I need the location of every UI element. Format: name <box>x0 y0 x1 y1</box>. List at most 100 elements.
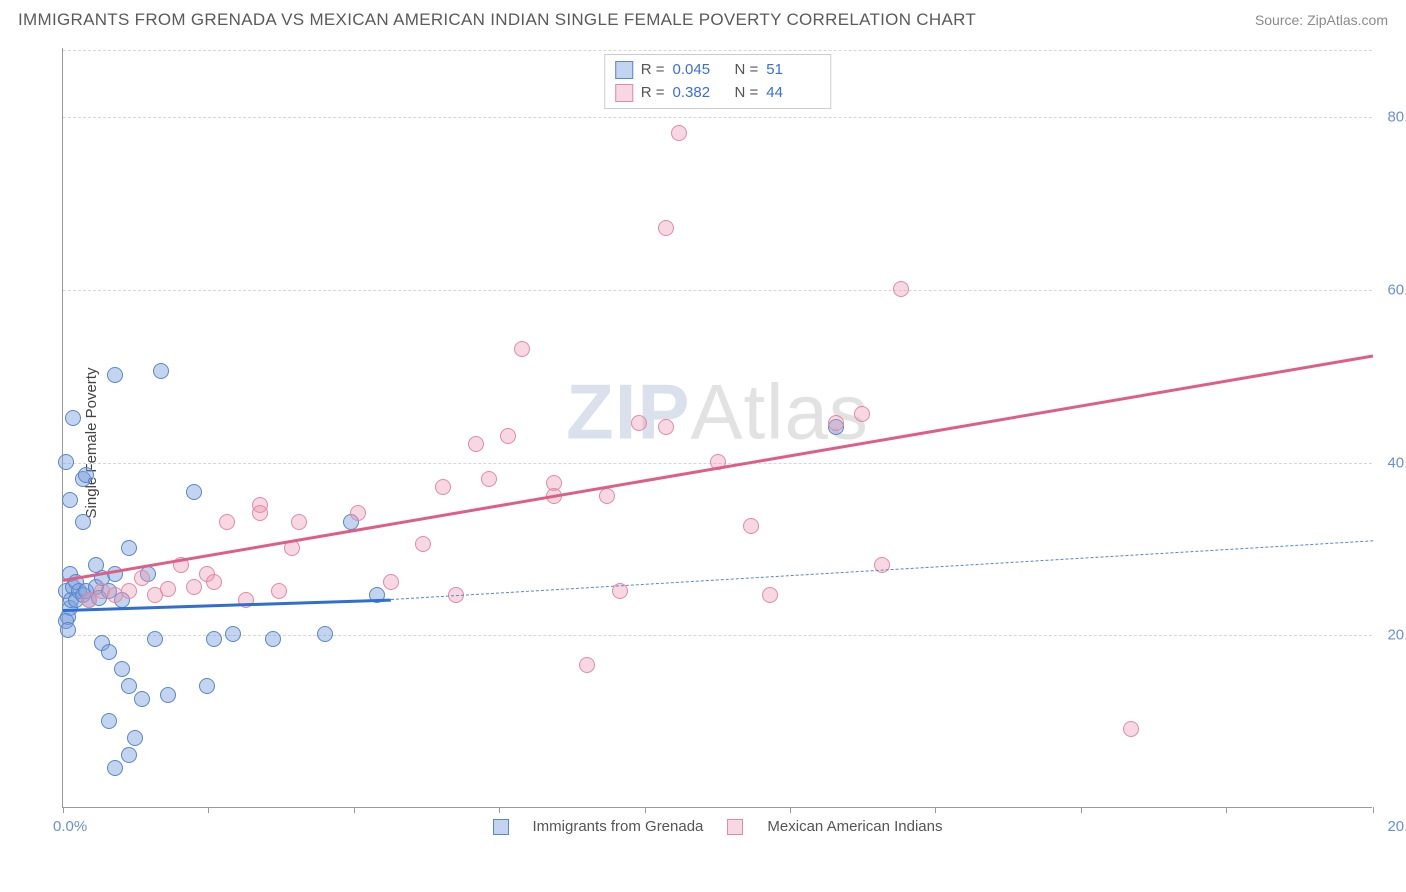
data-point-grenada <box>101 644 117 660</box>
r-label: R = <box>641 59 665 82</box>
data-point-grenada <box>147 631 163 647</box>
data-point-grenada <box>265 631 281 647</box>
data-point-grenada <box>206 631 222 647</box>
data-point-grenada <box>107 760 123 776</box>
y-tick-label: 60.0% <box>1387 281 1406 298</box>
data-point-mexican <box>186 579 202 595</box>
data-point-mexican <box>579 657 595 673</box>
data-point-mexican <box>500 428 516 444</box>
data-point-mexican <box>160 581 176 597</box>
series-label-grenada: Immigrants from Grenada <box>533 818 704 835</box>
data-point-mexican <box>514 341 530 357</box>
data-point-grenada <box>225 626 241 642</box>
x-tick <box>1081 807 1082 813</box>
r-value-mexican: 0.382 <box>673 82 719 105</box>
series-label-mexican: Mexican American Indians <box>767 818 942 835</box>
data-point-mexican <box>350 505 366 521</box>
data-point-mexican <box>415 536 431 552</box>
data-point-mexican <box>762 587 778 603</box>
data-point-grenada <box>134 691 150 707</box>
stats-row-mexican: R = 0.382 N = 44 <box>615 82 821 105</box>
x-tick <box>499 807 500 813</box>
data-point-mexican <box>658 419 674 435</box>
data-point-mexican <box>481 471 497 487</box>
data-point-grenada <box>317 626 333 642</box>
data-point-grenada <box>127 730 143 746</box>
x-tick <box>645 807 646 813</box>
data-point-mexican <box>435 479 451 495</box>
chart-area: Single Female Poverty ZIPAtlas R = 0.045… <box>50 48 1390 838</box>
data-point-grenada <box>75 514 91 530</box>
gridline <box>63 635 1372 636</box>
x-tick-last: 20.0% <box>1387 818 1406 835</box>
data-point-mexican <box>468 436 484 452</box>
r-label: R = <box>641 82 665 105</box>
x-tick <box>1226 807 1227 813</box>
data-point-grenada <box>121 540 137 556</box>
data-point-grenada <box>186 484 202 500</box>
data-point-mexican <box>291 514 307 530</box>
y-tick-label: 40.0% <box>1387 454 1406 471</box>
data-point-grenada <box>58 454 74 470</box>
swatch-mexican <box>615 84 633 102</box>
gridline <box>63 50 1372 51</box>
data-point-grenada <box>121 747 137 763</box>
trend-line <box>390 540 1373 600</box>
data-point-mexican <box>893 281 909 297</box>
data-point-mexican <box>743 518 759 534</box>
n-value-mexican: 44 <box>766 82 812 105</box>
x-tick <box>208 807 209 813</box>
data-point-mexican <box>854 406 870 422</box>
data-point-mexican <box>828 415 844 431</box>
x-tick <box>935 807 936 813</box>
x-tick <box>1373 807 1374 813</box>
stats-legend: R = 0.045 N = 51 R = 0.382 N = 44 <box>604 54 832 109</box>
y-tick-label: 20.0% <box>1387 627 1406 644</box>
series-legend: Immigrants from Grenada Mexican American… <box>493 818 943 835</box>
source-label: Source: ZipAtlas.com <box>1255 12 1388 28</box>
swatch-mexican <box>727 819 743 835</box>
data-point-grenada <box>121 678 137 694</box>
data-point-mexican <box>206 574 222 590</box>
data-point-mexican <box>1123 721 1139 737</box>
chart-title: IMMIGRANTS FROM GRENADA VS MEXICAN AMERI… <box>18 10 976 30</box>
r-value-grenada: 0.045 <box>673 59 719 82</box>
data-point-mexican <box>252 505 268 521</box>
x-tick <box>790 807 791 813</box>
watermark-part-2: Atlas <box>690 368 868 456</box>
swatch-grenada <box>493 819 509 835</box>
data-point-grenada <box>114 661 130 677</box>
swatch-grenada <box>615 61 633 79</box>
data-point-mexican <box>134 570 150 586</box>
data-point-mexican <box>599 488 615 504</box>
gridline <box>63 117 1372 118</box>
data-point-grenada <box>60 622 76 638</box>
data-point-mexican <box>383 574 399 590</box>
data-point-grenada <box>199 678 215 694</box>
data-point-mexican <box>271 583 287 599</box>
data-point-mexican <box>121 583 137 599</box>
data-point-grenada <box>153 363 169 379</box>
trend-line <box>63 355 1373 582</box>
x-tick <box>63 807 64 813</box>
data-point-grenada <box>65 410 81 426</box>
plot-region: ZIPAtlas R = 0.045 N = 51 R = 0.382 N = … <box>62 48 1372 808</box>
data-point-mexican <box>219 514 235 530</box>
watermark: ZIPAtlas <box>566 367 869 458</box>
data-point-grenada <box>160 687 176 703</box>
n-label: N = <box>735 82 759 105</box>
title-bar: IMMIGRANTS FROM GRENADA VS MEXICAN AMERI… <box>0 0 1406 36</box>
data-point-grenada <box>88 557 104 573</box>
data-point-mexican <box>658 220 674 236</box>
data-point-grenada <box>62 492 78 508</box>
n-label: N = <box>735 59 759 82</box>
data-point-mexican <box>671 125 687 141</box>
watermark-part-1: ZIP <box>566 368 690 456</box>
data-point-grenada <box>101 713 117 729</box>
n-value-grenada: 51 <box>766 59 812 82</box>
data-point-grenada <box>78 467 94 483</box>
data-point-mexican <box>631 415 647 431</box>
y-tick-label: 80.0% <box>1387 109 1406 126</box>
x-tick <box>354 807 355 813</box>
stats-row-grenada: R = 0.045 N = 51 <box>615 59 821 82</box>
